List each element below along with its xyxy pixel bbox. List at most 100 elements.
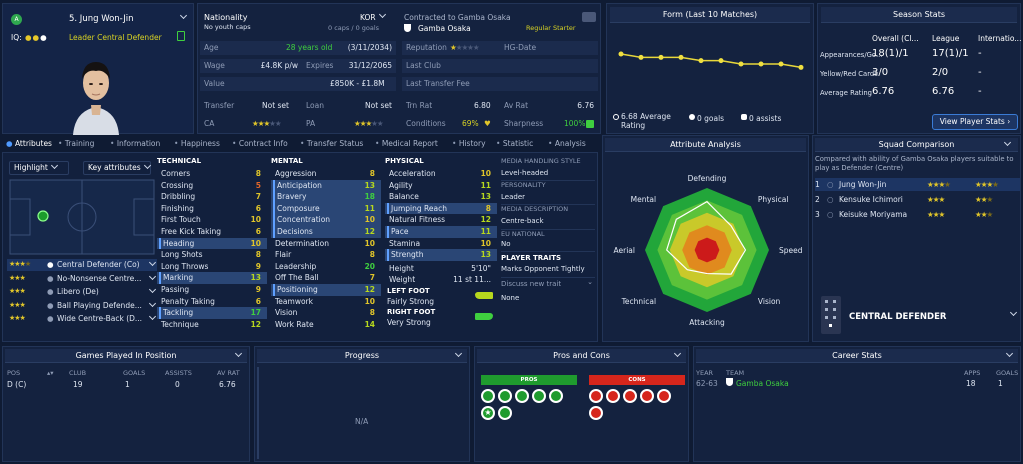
attribute-row[interactable]: Decisions 12 [271, 225, 381, 238]
chevron-down-icon[interactable] [232, 349, 243, 363]
position-label: Wide Centre-Back (D... [57, 314, 143, 324]
chevron-down-icon[interactable] [1007, 308, 1018, 319]
attribute-row[interactable]: Leadership 20 [271, 261, 381, 273]
attribute-row[interactable]: Flair 8 [271, 249, 381, 261]
star-pro-icon[interactable]: ★ [481, 406, 495, 420]
player-name[interactable]: 5. Jung Won-Jin [69, 14, 134, 24]
pro-icon[interactable] [481, 389, 495, 403]
attribute-row[interactable]: Stamina 10 [385, 238, 497, 250]
con-icon[interactable] [657, 389, 671, 403]
attribute-row[interactable]: Agility 11 [385, 180, 497, 192]
tab-label: Contract Info [238, 139, 288, 148]
player-info-panel: Nationality No youth caps KOR 0 caps / 0… [197, 3, 601, 134]
season-row-label: Average Rating [820, 89, 872, 97]
radar-label: Mental [631, 195, 656, 204]
attribute-row[interactable]: Teamwork 10 [271, 296, 381, 308]
attribute-row[interactable]: Penalty Taking 6 [157, 296, 267, 308]
tab-history[interactable]: • History [452, 139, 486, 148]
squad-row[interactable]: 1 ○ Jung Won-Jin ★★★★ ★★★★ [815, 178, 1020, 191]
con-icon[interactable] [589, 389, 603, 403]
attribute-row[interactable]: Off The Ball 7 [271, 272, 381, 284]
position-row[interactable]: ★★★ ● No-Nonsense Centre... [7, 272, 157, 285]
attribute-row[interactable]: Balance 13 [385, 191, 497, 203]
transfer-label: Transfer [204, 101, 235, 110]
career-title: Career Stats [696, 349, 1018, 363]
tab-medical-report[interactable]: • Medical Report [375, 139, 438, 148]
pro-icon[interactable] [532, 389, 546, 403]
con-icon[interactable] [640, 389, 654, 403]
attribute-row[interactable]: Composure 11 [271, 202, 381, 215]
attribute-row[interactable]: Jumping Reach 8 [385, 202, 497, 215]
squad-rank: 1 [815, 180, 820, 189]
attribute-row[interactable]: Vision 8 [271, 307, 381, 319]
attribute-row[interactable]: Marking 13 [157, 272, 267, 284]
attribute-row[interactable]: Long Shots 8 [157, 249, 267, 261]
tab-information[interactable]: • Information [110, 139, 161, 148]
attribute-row[interactable]: Positioning 12 [271, 283, 381, 296]
squad-row[interactable]: 2 ○ Kensuke Ichimori ★★★ ★★★ [815, 193, 1020, 206]
attribute-value: 12 [364, 284, 375, 294]
sort-icon[interactable]: ▴▾ [47, 369, 54, 377]
key-attributes-dropdown[interactable]: Key attributes [83, 161, 151, 175]
attribute-row[interactable]: Bravery 18 [271, 191, 381, 203]
squad-row[interactable]: 3 ○ Keisuke Moriyama ★★★ ★★★ [815, 208, 1020, 221]
chevron-down-icon[interactable] [1001, 138, 1012, 152]
pro-icon[interactable] [498, 389, 512, 403]
attribute-row[interactable]: Passing 9 [157, 284, 267, 296]
transfer-value[interactable]: Not set [262, 101, 289, 110]
position-row[interactable]: ★★★ ● Ball Playing Defende... [7, 299, 157, 312]
tab-attributes[interactable]: ● Attributes [6, 139, 52, 148]
pro-icon[interactable] [498, 406, 512, 420]
highlight-dropdown[interactable]: Highlight [9, 161, 69, 175]
chevron-down-icon[interactable] [1003, 349, 1014, 363]
form-title: Form (Last 10 Matches) [610, 7, 810, 23]
position-row[interactable]: ★★★ ● Libero (De) [7, 286, 157, 298]
attribute-row[interactable]: Pace 11 [385, 225, 497, 238]
chevron-down-icon[interactable] [452, 349, 463, 363]
chevron-down-icon[interactable] [177, 11, 188, 22]
season-row-label: Yellow/Red Cards [820, 70, 878, 78]
position-row[interactable]: ★★★ ● Wide Centre-Back (D... [7, 313, 157, 325]
attribute-row[interactable]: Concentration 10 [271, 214, 381, 226]
attribute-row[interactable]: Long Throws 9 [157, 261, 267, 273]
tab-label: History [458, 139, 486, 148]
career-team[interactable]: Gamba Osaka [736, 379, 789, 388]
attribute-row[interactable]: Aggression 8 [271, 168, 381, 180]
pro-icon[interactable] [549, 389, 563, 403]
tab-happiness[interactable]: • Happiness [174, 139, 220, 148]
tab-statistic[interactable]: • Statistic [496, 139, 534, 148]
attribute-row[interactable]: Acceleration 10 [385, 168, 497, 180]
discuss-trait-dropdown[interactable]: Discuss new trait ⌄ [501, 278, 595, 292]
attribute-row[interactable]: Anticipation 13 [271, 179, 381, 192]
con-icon[interactable] [623, 389, 637, 403]
attribute-row[interactable]: Finishing 6 [157, 203, 267, 215]
tab-training[interactable]: • Training [58, 139, 95, 148]
attribute-row[interactable]: Crossing 5 [157, 180, 267, 192]
con-icon[interactable] [606, 389, 620, 403]
tab-contract-info[interactable]: • Contract Info [232, 139, 288, 148]
attribute-row[interactable]: Heading 10 [157, 237, 267, 250]
attribute-row[interactable]: Free Kick Taking 6 [157, 226, 267, 238]
attribute-row[interactable]: Work Rate 14 [271, 319, 381, 331]
attribute-row[interactable]: Natural Fitness 12 [385, 214, 497, 226]
view-player-stats-button[interactable]: View Player Stats › [932, 114, 1018, 130]
attribute-row[interactable]: Corners 8 [157, 168, 267, 180]
pro-icon[interactable] [515, 389, 529, 403]
attribute-row[interactable]: Determination 10 [271, 238, 381, 250]
club-name[interactable]: Gamba Osaka [418, 24, 471, 33]
tab-analysis[interactable]: • Analysis [548, 139, 586, 148]
chevron-down-icon[interactable] [376, 10, 387, 21]
traits-title: PLAYER TRAITS [501, 253, 562, 262]
loan-value[interactable]: Not set [365, 101, 392, 110]
con-icon[interactable] [589, 406, 603, 420]
attribute-row[interactable]: Dribbling 7 [157, 191, 267, 203]
tab-transfer-status[interactable]: • Transfer Status [300, 139, 364, 148]
scrollbar[interactable] [257, 367, 259, 459]
chevron-down-icon[interactable] [671, 349, 682, 363]
attribute-row[interactable]: Technique 12 [157, 319, 267, 331]
attribute-row[interactable]: Tackling 17 [157, 307, 267, 319]
attribute-name: Leadership [275, 261, 317, 271]
attribute-row[interactable]: Strength 13 [385, 249, 497, 261]
position-row[interactable]: ★★★★ ● Central Defender (Co) [7, 258, 157, 271]
attribute-row[interactable]: First Touch 10 [157, 214, 267, 226]
